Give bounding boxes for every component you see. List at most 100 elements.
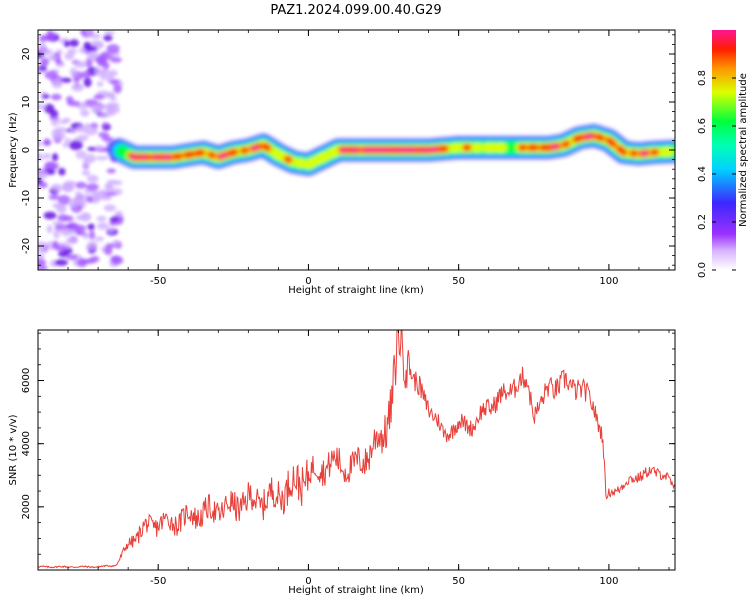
noise-blob (80, 109, 90, 117)
noise-blob (57, 250, 69, 258)
noise-blob (96, 103, 106, 111)
noise-blob (75, 150, 87, 159)
noise-blob (69, 67, 78, 77)
colorbar-tick-label: 0.2 (697, 214, 708, 230)
noise-blob (38, 169, 49, 180)
noise-blob (75, 215, 84, 221)
ridge-level-5 (129, 133, 648, 160)
spectrogram-ridge (108, 124, 675, 176)
noise-blob (87, 240, 98, 251)
noise-blob (52, 240, 59, 250)
y-tick-label: 0 (21, 147, 32, 153)
noise-blob (47, 55, 58, 61)
noise-blob (65, 237, 78, 244)
snr-xlabel: Height of straight line (km) (288, 585, 424, 596)
noise-blob (62, 141, 70, 148)
noise-blob (66, 96, 74, 104)
noise-blob (38, 265, 48, 270)
noise-blob (73, 78, 80, 83)
figure-title: PAZ1.2024.099.00.40.G29 (270, 3, 441, 18)
noise-blob (87, 146, 97, 152)
noise-blob (76, 125, 86, 133)
noise-blob (109, 79, 120, 85)
noise-blob (83, 233, 89, 240)
noise-blob (103, 204, 116, 212)
noise-blob (106, 227, 115, 233)
x-tick-label: 50 (452, 576, 465, 587)
noise-blob (104, 246, 113, 256)
noise-blob (38, 152, 43, 158)
noise-blob (38, 259, 47, 266)
noise-blob (86, 183, 99, 191)
noise-blob (51, 78, 63, 89)
noise-blob (81, 70, 92, 79)
noise-blob (86, 258, 96, 264)
noise-blob (74, 191, 83, 197)
noise-blob (94, 236, 105, 242)
x-tick-label: 0 (305, 276, 311, 287)
noise-blob (109, 96, 118, 101)
noise-blob (38, 104, 47, 110)
spectrogram-xlabel: Height of straight line (km) (288, 285, 424, 296)
noise-blob (69, 39, 79, 47)
noise-blob (110, 57, 122, 63)
y-tick-label: 2000 (21, 494, 32, 519)
noise-blob (81, 170, 91, 176)
noise-blob (38, 69, 44, 75)
noise-blob (38, 140, 42, 148)
noise-blob (96, 222, 109, 230)
noise-blob (54, 259, 68, 266)
noise-blob (46, 224, 53, 234)
noise-blob (90, 33, 101, 39)
noise-blob (103, 192, 117, 196)
noise-blob (88, 51, 99, 60)
spectrogram-panel: -50 0 50 100 -20 -10 0 10 20 Height of straight … (8, 29, 676, 296)
noise-blob (50, 93, 62, 101)
spectrogram-ylabel: Frequency (Hz) (8, 112, 19, 188)
noise-blob (97, 56, 104, 65)
noise-blob (74, 60, 88, 68)
noise-blob (94, 66, 102, 76)
noise-blob (96, 81, 104, 87)
noise-blob (83, 77, 92, 88)
noise-blob (67, 48, 77, 55)
spectrogram-ticks: -50 0 50 100 -20 -10 0 10 20 (21, 30, 675, 287)
noise-blob (113, 84, 122, 94)
colorbar: 0.0 0.2 0.4 0.6 0.8 Normalized spectral ampl… (697, 30, 749, 278)
noise-blob (42, 34, 56, 42)
y-tick-label: 4000 (21, 431, 32, 456)
noise-blob (55, 62, 66, 67)
snr-ticks: -50 0 50 100 2000 4000 6000 (21, 330, 675, 587)
noise-blob (65, 254, 78, 260)
colorbar-tick-label: 0.6 (697, 118, 708, 134)
snr-ylabel: SNR (10 * v/v) (8, 414, 19, 485)
x-tick-label: 100 (599, 576, 618, 587)
noise-blob (38, 177, 43, 185)
noise-blob (99, 112, 110, 119)
noise-blob (99, 70, 108, 81)
y-tick-label: -20 (21, 238, 32, 254)
noise-blob (60, 227, 72, 237)
colorbar-ticks: 0.0 0.2 0.4 0.6 0.8 (697, 70, 736, 278)
snr-panel: -50 0 50 100 2000 4000 6000 Height of straight… (8, 329, 676, 596)
noise-blob (63, 215, 74, 222)
spectrogram-noise (38, 30, 125, 270)
noise-blob (58, 167, 66, 176)
noise-blob (86, 59, 93, 68)
noise-blob (39, 42, 47, 50)
noise-blob (43, 138, 51, 146)
colorbar-tick-label: 0.8 (697, 70, 708, 86)
colorbar-label: Normalized spectral amplitude (738, 73, 749, 227)
noise-blob (87, 223, 95, 231)
noise-blob (82, 158, 90, 168)
noise-blob (88, 230, 96, 240)
noise-blob (110, 255, 122, 261)
noise-blob (69, 140, 83, 151)
noise-blob (49, 116, 60, 121)
noise-blob (97, 190, 107, 197)
noise-blob (103, 30, 116, 36)
noise-blob (115, 210, 123, 216)
noise-blob (64, 180, 76, 186)
noise-blob (103, 34, 113, 42)
